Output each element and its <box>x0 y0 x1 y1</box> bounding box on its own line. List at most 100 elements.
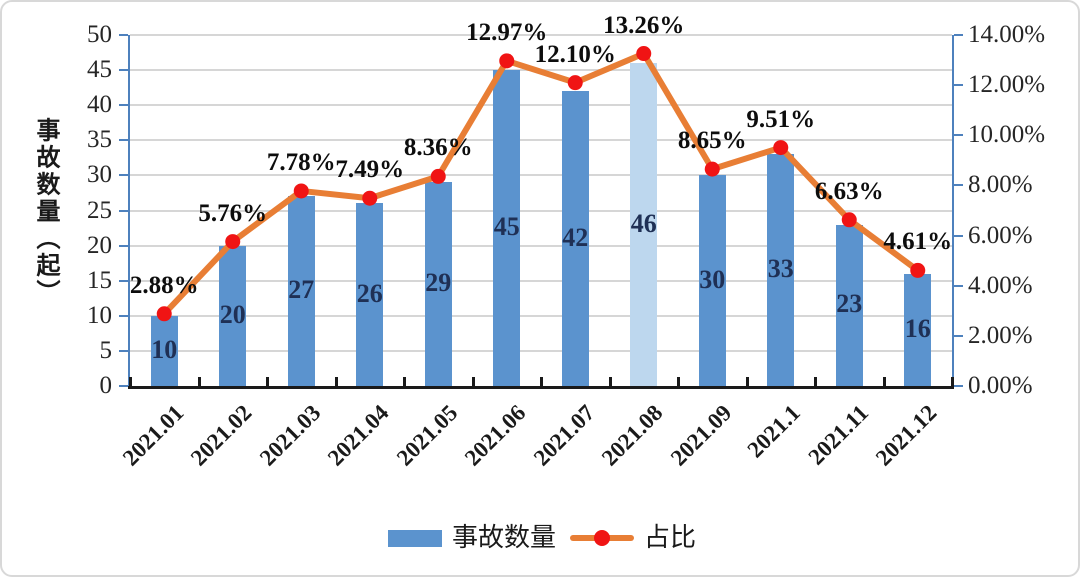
gridline <box>130 314 952 317</box>
left-value-axis-line <box>128 35 130 388</box>
left-axis-tick-label: 35 <box>87 126 112 154</box>
percent-label: 12.97% <box>466 18 548 46</box>
x-axis-label-text: 2021.06 <box>459 400 531 471</box>
percent-label: 4.61% <box>883 228 953 256</box>
right-axis-tick <box>954 84 963 87</box>
x-axis-label-text: 2021.07 <box>528 400 599 471</box>
left-axis-tick-label: 5 <box>99 336 113 364</box>
bar-value-label: 16 <box>904 313 931 343</box>
x-axis-tick <box>334 377 338 386</box>
right-axis-tick <box>954 334 963 337</box>
legend-item-ratio: 占比 <box>570 523 696 553</box>
x-axis-tick <box>129 377 132 386</box>
left-axis-tick <box>119 34 128 36</box>
bar-value-label: 33 <box>767 254 794 284</box>
left-axis-tick <box>119 69 128 72</box>
x-axis-tick <box>745 377 749 386</box>
gridline <box>130 34 952 36</box>
x-axis-tick <box>197 377 201 386</box>
left-axis-tick <box>119 349 128 352</box>
left-axis-tick-label: 45 <box>87 56 112 84</box>
x-axis-tick <box>540 377 543 386</box>
bar-value-label: 42 <box>562 222 589 252</box>
left-axis-tick <box>119 385 128 387</box>
left-axis-tick-label: 30 <box>87 161 112 189</box>
legend-item-accidents: 事故数量 <box>387 523 556 553</box>
right-axis-tick-label: 4.00% <box>968 271 1033 299</box>
bar-value-label: 29 <box>425 268 452 298</box>
percent-label: 13.26% <box>603 11 685 39</box>
bar-value-label: 26 <box>356 278 383 308</box>
right-axis-tick-label: 14.00% <box>968 21 1046 48</box>
right-axis-tick-label: 12.00% <box>968 71 1046 99</box>
left-axis-tick-label: 0 <box>99 372 113 399</box>
right-axis-tick-label: 10.00% <box>968 121 1046 149</box>
left-axis-tick-label: 25 <box>87 196 112 224</box>
right-axis-tick-label: 8.00% <box>968 171 1033 199</box>
line-marker-icon <box>636 46 652 62</box>
line-marker-icon <box>773 140 789 156</box>
left-axis-tick-label: 40 <box>87 91 112 119</box>
x-axis-line <box>128 386 954 389</box>
percent-label: 7.78% <box>266 148 336 176</box>
percent-label: 9.51% <box>746 105 816 133</box>
percent-label: 12.10% <box>534 40 616 68</box>
right-axis-tick <box>954 385 963 387</box>
line-marker-icon <box>499 53 515 69</box>
x-axis-label-text: 2021.09 <box>665 400 736 471</box>
x-axis-label-text: 2021.03 <box>254 400 325 471</box>
right-value-axis-line <box>952 35 954 388</box>
bar-series-swatch <box>387 529 442 547</box>
left-axis-tick-label: 50 <box>87 21 112 48</box>
right-axis-tick-label: 6.00% <box>968 221 1033 249</box>
left-axis-tick-label: 20 <box>87 231 112 259</box>
right-axis-tick <box>954 234 963 237</box>
bar-value-label: 30 <box>699 264 726 294</box>
right-axis-tick <box>954 34 963 36</box>
line-series-swatch <box>570 529 634 547</box>
bar-value-label: 20 <box>219 299 246 329</box>
x-axis-label-text: 2021.11 <box>803 400 873 470</box>
line-marker-icon <box>567 75 583 91</box>
x-axis-label-text: 2021.1 <box>742 400 805 463</box>
percent-label: 5.76% <box>198 199 268 227</box>
left-axis-tick <box>119 104 128 107</box>
x-axis-label-text: 2021.02 <box>185 400 257 471</box>
x-axis-tick <box>403 377 406 386</box>
gridline <box>130 139 952 142</box>
left-axis-tick-label: 10 <box>87 301 112 329</box>
x-axis-tick <box>471 377 475 386</box>
x-axis-tick <box>608 377 612 386</box>
x-axis-tick <box>882 377 886 386</box>
left-axis-tick <box>119 314 128 317</box>
bar-value-label: 45 <box>493 212 520 242</box>
bar-value-label: 10 <box>151 334 178 364</box>
x-axis-tick <box>814 377 817 386</box>
x-axis-label-text: 2021.04 <box>322 400 394 471</box>
x-axis-label-text: 2021.05 <box>391 400 462 471</box>
bar <box>150 315 178 386</box>
percent-label: 6.63% <box>814 177 884 205</box>
x-axis-tick <box>677 377 680 386</box>
legend: 事故数量 占比 <box>2 520 1078 556</box>
right-axis-tick-label: 2.00% <box>968 321 1033 349</box>
bar-value-label: 23 <box>836 289 863 319</box>
gridline <box>130 349 952 352</box>
right-axis-tick <box>954 184 963 187</box>
gridline <box>130 69 952 72</box>
gridline <box>130 104 952 107</box>
x-axis-label-text: 2021.12 <box>870 400 942 471</box>
right-axis-tick <box>954 134 963 137</box>
gridline <box>130 279 952 282</box>
line-swatch-marker-icon <box>594 530 610 546</box>
legend-label-ratio: 占比 <box>644 523 697 552</box>
bar-value-label: 27 <box>288 275 315 305</box>
x-axis-tick <box>266 377 269 386</box>
percent-label: 8.36% <box>403 134 473 162</box>
gridline <box>130 244 952 247</box>
right-axis-tick-label: 0.00% <box>968 372 1033 399</box>
left-axis-tick <box>119 209 128 212</box>
percent-label: 8.65% <box>677 127 747 155</box>
